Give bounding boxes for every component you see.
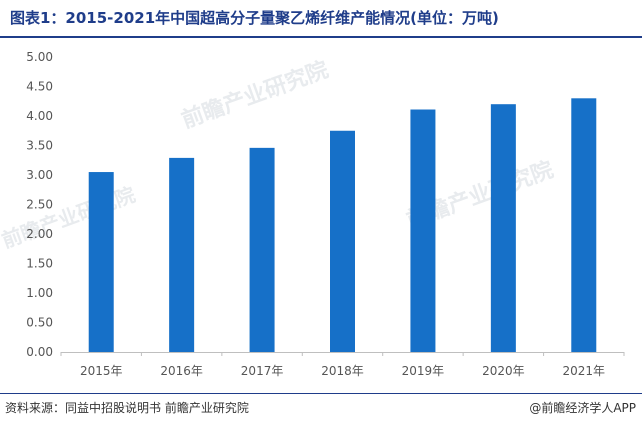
bar xyxy=(410,109,436,352)
y-tick-label: 5.00 xyxy=(26,50,53,64)
y-tick-label: 0.50 xyxy=(26,316,53,330)
credit-note: @前瞻经济学人APP xyxy=(529,401,636,415)
x-tick-label: 2016年 xyxy=(160,364,203,378)
chart-title: 图表1：2015-2021年中国超高分子量聚乙烯纤维产能情况(单位：万吨) xyxy=(10,9,499,27)
y-tick-label: 3.00 xyxy=(26,168,53,182)
x-tick-label: 2019年 xyxy=(402,364,445,378)
bar xyxy=(169,157,195,352)
y-tick-label: 4.50 xyxy=(26,80,53,94)
y-tick-label: 2.00 xyxy=(26,227,53,241)
x-tick-label: 2018年 xyxy=(321,364,364,378)
y-tick-label: 4.00 xyxy=(26,109,53,123)
y-tick-label: 2.50 xyxy=(26,198,53,212)
x-axis: 2015年 2016年 2017年 2018年 2019年 2020年 2021年 xyxy=(60,352,625,378)
bar xyxy=(88,172,114,352)
x-tick-label: 2017年 xyxy=(241,364,284,378)
y-tick-label: 1.50 xyxy=(26,257,53,271)
bar xyxy=(571,98,597,352)
bar-series xyxy=(88,98,597,352)
watermark-text: 前瞻产业研究院 xyxy=(0,182,138,252)
bar xyxy=(330,130,355,352)
y-axis: 0.00 0.50 1.00 1.50 2.00 2.50 3.00 3.50 4.00 4.50… xyxy=(26,50,53,359)
source-note: 资料来源：同益中招股说明书 前瞻产业研究院 xyxy=(5,401,249,415)
title-divider xyxy=(0,36,642,38)
y-tick-label: 3.50 xyxy=(26,139,53,153)
bar xyxy=(490,104,516,352)
y-tick-label: 1.00 xyxy=(26,286,53,300)
bar xyxy=(249,147,275,352)
x-tick-label: 2020年 xyxy=(482,364,525,378)
x-tick-label: 2021年 xyxy=(563,364,606,378)
footer-divider xyxy=(0,393,642,394)
watermark-text: 前瞻产业研究院 xyxy=(178,57,332,134)
y-tick-label: 0.00 xyxy=(26,345,53,359)
x-tick-label: 2015年 xyxy=(80,364,123,378)
